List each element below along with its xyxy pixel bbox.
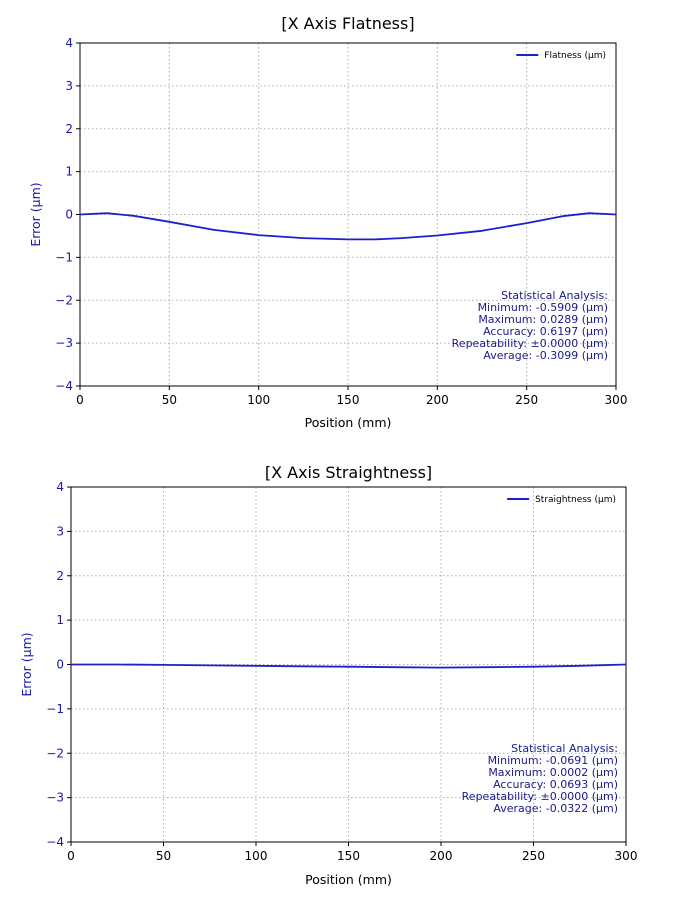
legend-label: Flatness (μm) [544,51,606,61]
y-axis-label: Error (μm) [19,632,34,696]
series-line-1 [71,663,627,669]
x-tick-label: 250 [522,849,545,863]
x-tick-label: 300 [615,849,638,863]
y-tick-label: 2 [56,569,64,583]
y-tick-label: 0 [65,208,73,222]
y-tick-label: −3 [55,336,73,350]
x-tick-label: 0 [67,849,75,863]
stats-line: Average: -0.3099 (μm) [483,349,608,362]
x-tick-label: 50 [162,393,177,407]
series-line-1 [79,212,617,241]
y-tick-label: −1 [55,250,73,264]
straightness-chart: 0 50 100 150 200 250 300 −4 −3 −2 −1 0 1 2 3 4 [X Axis S… [19,463,637,887]
x-tick-label: 0 [76,393,84,407]
y-tick-label: 4 [56,480,64,494]
y-tick-label: 2 [65,122,73,136]
y-tick-label: 4 [65,36,73,50]
y-tick-label: 3 [65,79,73,93]
chart-title: [X Axis Straightness] [265,463,432,482]
y-tick-label: −3 [46,791,64,805]
x-axis-label: Position (mm) [305,415,392,430]
x-tick-label: 100 [247,393,270,407]
stats-line: Maximum: 0.0289 (μm) [478,313,608,326]
y-tick-label: 1 [56,613,64,627]
flatness-chart: 0 50 100 150 200 250 300 −4 −3 −2 −1 0 1 2 3 4 [X Axis F… [28,14,627,430]
y-tick-label: −1 [46,702,64,716]
stats-heading: Statistical Analysis: [501,289,608,302]
x-tick-label: 250 [515,393,538,407]
stats-line: Maximum: 0.0002 (μm) [488,766,618,779]
x-axis-label: Position (mm) [305,872,392,887]
legend-label: Straightness (μm) [535,495,616,505]
y-tick-label: −2 [46,746,64,760]
x-tick-label: 200 [430,849,453,863]
x-tick-label: 50 [156,849,171,863]
y-tick-label: 1 [65,165,73,179]
x-tick-label: 100 [245,849,268,863]
y-axis-label: Error (μm) [28,182,43,246]
y-tick-label: −2 [55,293,73,307]
x-tick-label: 150 [337,393,360,407]
chart-title: [X Axis Flatness] [281,14,414,33]
stats-line: Minimum: -0.5909 (μm) [478,301,608,314]
stats-line: Repeatability: ±0.0000 (μm) [452,337,608,350]
stats-line: Repeatability: ±0.0000 (μm) [462,790,618,803]
x-tick-label: 300 [605,393,628,407]
y-tick-label: 0 [56,658,64,672]
stats-line: Accuracy: 0.0693 (μm) [493,778,618,791]
stats-line: Minimum: -0.0691 (μm) [488,754,618,767]
stats-line: Accuracy: 0.6197 (μm) [483,325,608,338]
stats-heading: Statistical Analysis: [511,742,618,755]
x-tick-label: 200 [426,393,449,407]
x-tick-label: 150 [337,849,360,863]
y-tick-label: −4 [55,379,73,393]
stats-line: Average: -0.0322 (μm) [493,802,618,815]
y-tick-label: 3 [56,524,64,538]
y-tick-label: −4 [46,835,64,849]
